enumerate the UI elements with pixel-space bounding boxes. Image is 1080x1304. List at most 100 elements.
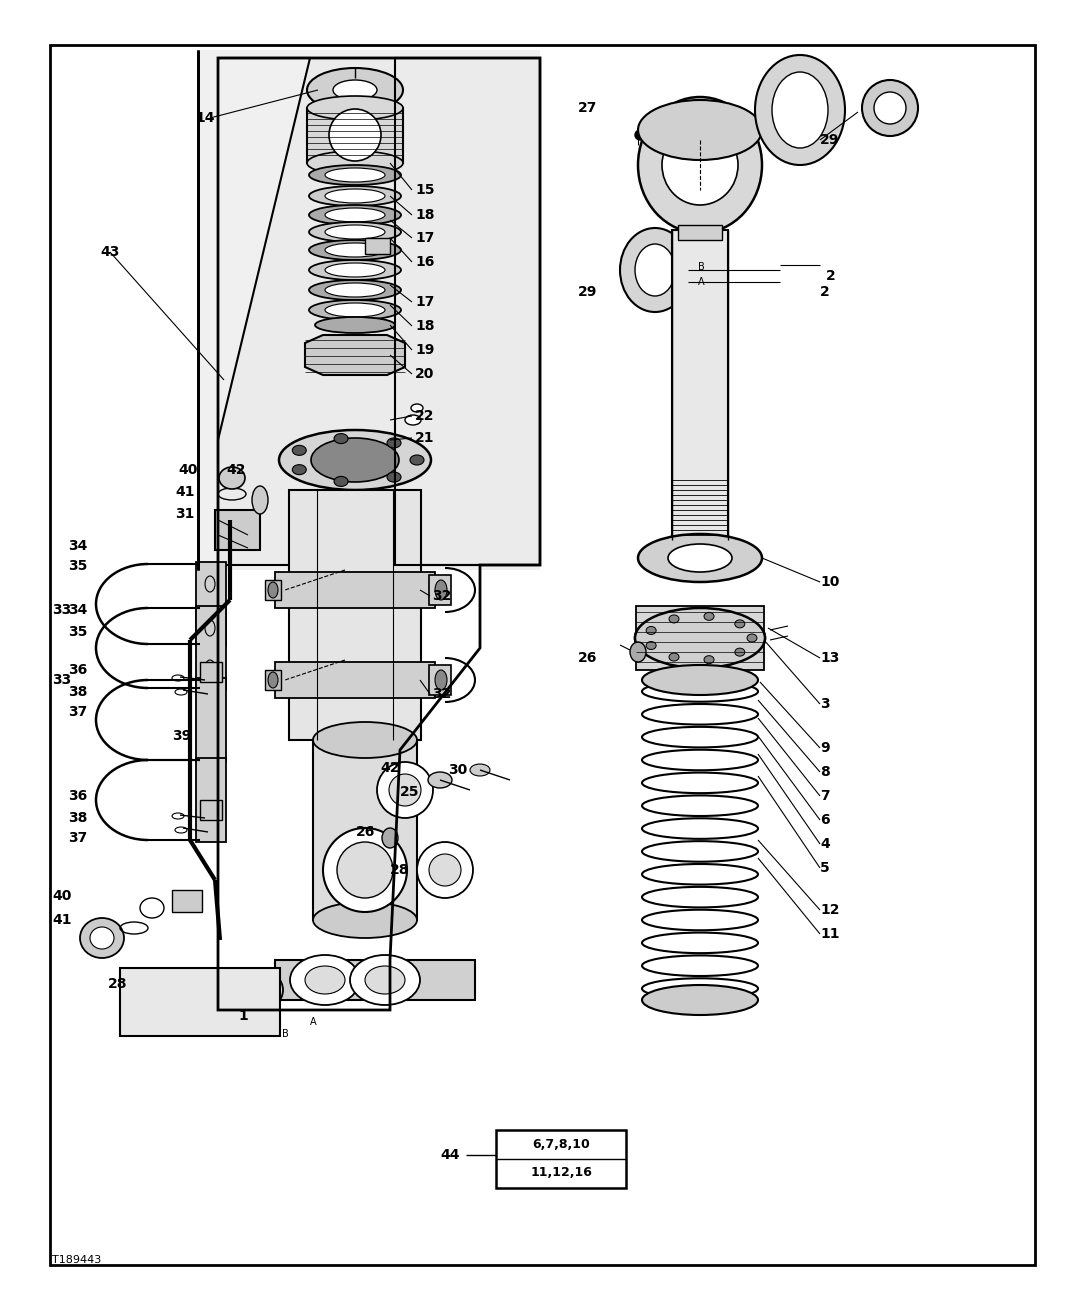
Ellipse shape [387,438,401,447]
Text: 28: 28 [108,977,127,991]
Ellipse shape [734,619,745,627]
Text: 32: 32 [432,687,451,702]
Ellipse shape [309,205,401,226]
Ellipse shape [325,283,384,297]
Ellipse shape [377,762,433,818]
Ellipse shape [638,100,762,160]
Text: B: B [698,262,705,273]
Text: 42: 42 [380,762,400,775]
Bar [429,670,445,690]
Bar [265,670,281,690]
Bar [429,580,445,600]
Text: T189443: T189443 [52,1254,102,1265]
Bar [120,968,280,1035]
Text: 40: 40 [52,889,71,902]
Text: 2: 2 [826,269,836,283]
Text: 34: 34 [68,602,87,617]
Bar [275,572,435,608]
Ellipse shape [309,259,401,280]
Text: 29: 29 [578,286,597,299]
Text: 35: 35 [68,625,87,639]
Ellipse shape [389,775,421,806]
Text: 10: 10 [820,575,839,589]
Ellipse shape [309,280,401,300]
Ellipse shape [325,189,384,203]
Ellipse shape [305,966,345,994]
Ellipse shape [307,96,403,120]
Text: 38: 38 [68,811,87,825]
Ellipse shape [387,472,401,482]
Ellipse shape [428,772,453,788]
Text: 3: 3 [820,698,829,711]
Ellipse shape [669,653,679,661]
Ellipse shape [255,981,275,1000]
Ellipse shape [323,828,407,911]
Ellipse shape [411,404,423,412]
Text: 11: 11 [820,927,839,941]
Ellipse shape [704,656,714,664]
Ellipse shape [337,842,393,898]
Ellipse shape [642,985,758,1015]
Text: 37: 37 [68,705,87,719]
Text: 29: 29 [820,133,839,147]
Text: 44: 44 [440,1148,459,1162]
Text: 36: 36 [68,662,87,677]
Text: 43: 43 [100,245,120,259]
Text: 35: 35 [68,559,87,572]
Text: 21: 21 [415,432,434,445]
Ellipse shape [704,613,714,621]
Ellipse shape [293,464,307,475]
Ellipse shape [313,902,417,938]
Bar [365,239,390,254]
Polygon shape [218,57,540,565]
Ellipse shape [429,854,461,885]
Ellipse shape [334,433,348,443]
Text: 31: 31 [175,507,194,522]
Polygon shape [305,335,405,376]
Ellipse shape [470,764,490,776]
Ellipse shape [307,151,403,175]
Bar [636,606,764,670]
Ellipse shape [410,455,424,466]
Ellipse shape [747,634,757,642]
Text: 27: 27 [578,100,597,115]
Ellipse shape [309,166,401,185]
Text: 18: 18 [415,319,434,333]
Ellipse shape [325,303,384,317]
Text: 26: 26 [356,825,376,838]
Ellipse shape [630,642,646,662]
Ellipse shape [662,125,738,205]
Ellipse shape [309,222,401,243]
Text: 16: 16 [415,256,434,269]
Ellipse shape [315,317,395,333]
Bar [672,230,728,540]
Bar [172,891,202,911]
Ellipse shape [334,476,348,486]
Text: 36: 36 [68,789,87,803]
Text: 6,7,8,10: 6,7,8,10 [532,1137,590,1150]
Ellipse shape [635,608,765,668]
Bar [195,758,226,842]
Text: 38: 38 [68,685,87,699]
Bar [215,510,260,550]
Text: 28: 28 [390,863,409,878]
Ellipse shape [293,446,307,455]
Bar [275,960,475,1000]
Text: 37: 37 [68,831,87,845]
Text: 17: 17 [415,231,434,245]
Ellipse shape [333,80,377,100]
Text: A: A [310,1017,316,1028]
Text: 12: 12 [820,902,839,917]
Text: 40: 40 [178,463,198,477]
Text: 34: 34 [68,539,87,553]
Ellipse shape [874,93,906,124]
Ellipse shape [638,535,762,582]
Ellipse shape [311,438,399,482]
Polygon shape [198,50,540,570]
Bar [195,562,226,645]
Ellipse shape [291,955,360,1005]
Bar [275,662,435,698]
Text: 39: 39 [172,729,191,743]
Bar [265,580,281,600]
Ellipse shape [313,722,417,758]
